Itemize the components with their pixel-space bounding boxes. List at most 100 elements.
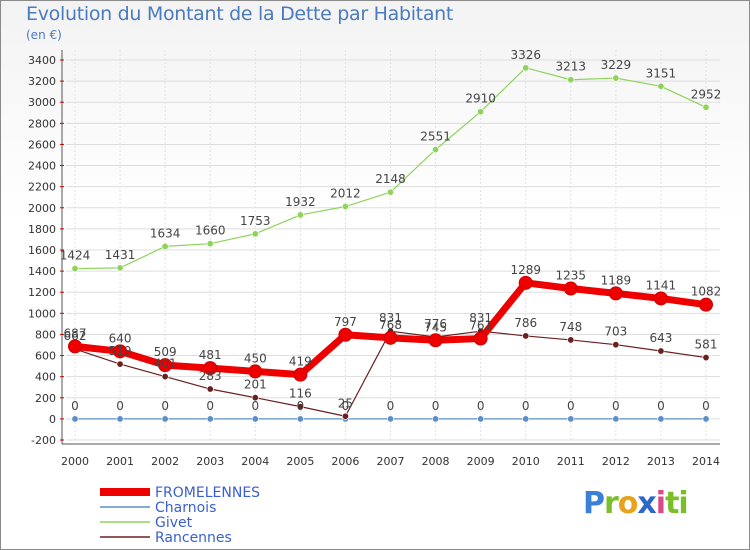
x-tick-label: 2014: [692, 455, 720, 468]
data-point: [248, 364, 263, 379]
x-tick-label: 2006: [331, 455, 359, 468]
data-label: 419: [289, 355, 312, 369]
data-point: [702, 415, 710, 423]
data-point: [158, 358, 173, 373]
data-point: [71, 415, 79, 423]
data-point: [161, 242, 169, 250]
x-tick-label: 2000: [61, 455, 89, 468]
data-label: 786: [514, 316, 537, 330]
x-tick-label: 2013: [647, 455, 675, 468]
data-label: 3326: [510, 48, 541, 62]
legend-label-fromelennes: FROMELENNES: [155, 485, 260, 501]
data-point: [522, 415, 530, 423]
data-point: [612, 341, 620, 349]
data-point: [206, 415, 214, 423]
data-point: [71, 265, 79, 273]
data-point: [296, 211, 304, 219]
y-tick-label: -200: [31, 434, 56, 447]
data-point: [702, 354, 710, 362]
data-point: [432, 146, 440, 154]
data-point: [657, 347, 665, 355]
data-point: [386, 188, 394, 196]
x-tick-label: 2010: [512, 455, 540, 468]
data-label: 1634: [150, 226, 181, 240]
data-point: [296, 403, 304, 411]
data-label: 831: [469, 311, 492, 325]
data-label: 1424: [60, 249, 91, 263]
data-label: 1753: [240, 214, 271, 228]
data-point: [251, 415, 259, 423]
data-point: [203, 361, 218, 376]
y-tick-label: 1800: [28, 223, 56, 236]
data-label: 0: [251, 399, 259, 413]
data-label: 509: [154, 345, 177, 359]
y-tick-label: 2800: [28, 117, 56, 130]
y-tick-label: 3400: [28, 54, 56, 67]
data-point: [608, 286, 623, 301]
chart-unit-subtitle: (en €): [26, 28, 62, 42]
data-point: [296, 415, 304, 423]
x-tick-label: 2012: [602, 455, 630, 468]
data-label: 581: [695, 338, 718, 352]
y-tick-label: 2000: [28, 202, 56, 215]
y-tick-label: 600: [35, 350, 56, 363]
data-label: 831: [379, 311, 402, 325]
data-point: [341, 203, 349, 211]
data-label: 0: [116, 399, 124, 413]
data-label: 0: [567, 399, 575, 413]
x-tick-label: 2004: [241, 455, 269, 468]
data-point: [251, 230, 259, 238]
data-point: [116, 264, 124, 272]
y-tick-label: 3000: [28, 96, 56, 109]
proxiti-logo: Proxiti: [583, 486, 689, 521]
data-label: 2012: [330, 187, 361, 201]
data-point: [657, 415, 665, 423]
data-point: [518, 275, 533, 290]
data-label: 0: [612, 399, 620, 413]
data-label: 776: [424, 317, 447, 331]
x-tick-label: 2007: [377, 455, 405, 468]
x-tick-label: 2011: [557, 455, 585, 468]
data-label: 703: [604, 325, 627, 339]
data-label: 0: [161, 399, 169, 413]
legend-label-rancennes: Rancennes: [155, 530, 232, 546]
data-point: [522, 64, 530, 72]
y-tick-label: 2400: [28, 160, 56, 173]
legend-label-charnois: Charnois: [155, 500, 216, 516]
data-label: 1660: [195, 224, 226, 238]
data-label: 0: [522, 399, 530, 413]
data-label: 745: [424, 320, 447, 334]
data-point: [428, 333, 443, 348]
data-point: [522, 332, 530, 340]
x-tick-label: 2003: [196, 455, 224, 468]
y-tick-label: 1200: [28, 286, 56, 299]
data-point: [116, 415, 124, 423]
y-tick-label: 1600: [28, 244, 56, 257]
data-point: [161, 373, 169, 381]
data-point: [383, 330, 398, 345]
x-tick-label: 2005: [286, 455, 314, 468]
data-label: 116: [289, 387, 312, 401]
data-point: [206, 385, 214, 393]
data-label: 0: [432, 399, 440, 413]
data-label: 1235: [556, 269, 587, 283]
data-point: [432, 415, 440, 423]
data-point: [612, 74, 620, 82]
data-label: 3151: [646, 66, 677, 80]
data-point: [612, 415, 620, 423]
data-label: 519: [109, 344, 132, 358]
data-point: [113, 344, 128, 359]
data-point: [477, 415, 485, 423]
data-point: [68, 339, 82, 354]
data-label: 768: [379, 318, 402, 332]
x-tick-label: 2008: [422, 455, 450, 468]
data-point: [161, 415, 169, 423]
y-tick-label: 1000: [28, 307, 56, 320]
data-point: [473, 331, 488, 346]
data-label: 2148: [375, 172, 406, 186]
data-label: 662: [64, 329, 87, 343]
data-label: 401: [154, 357, 177, 371]
data-label: 0: [387, 399, 395, 413]
